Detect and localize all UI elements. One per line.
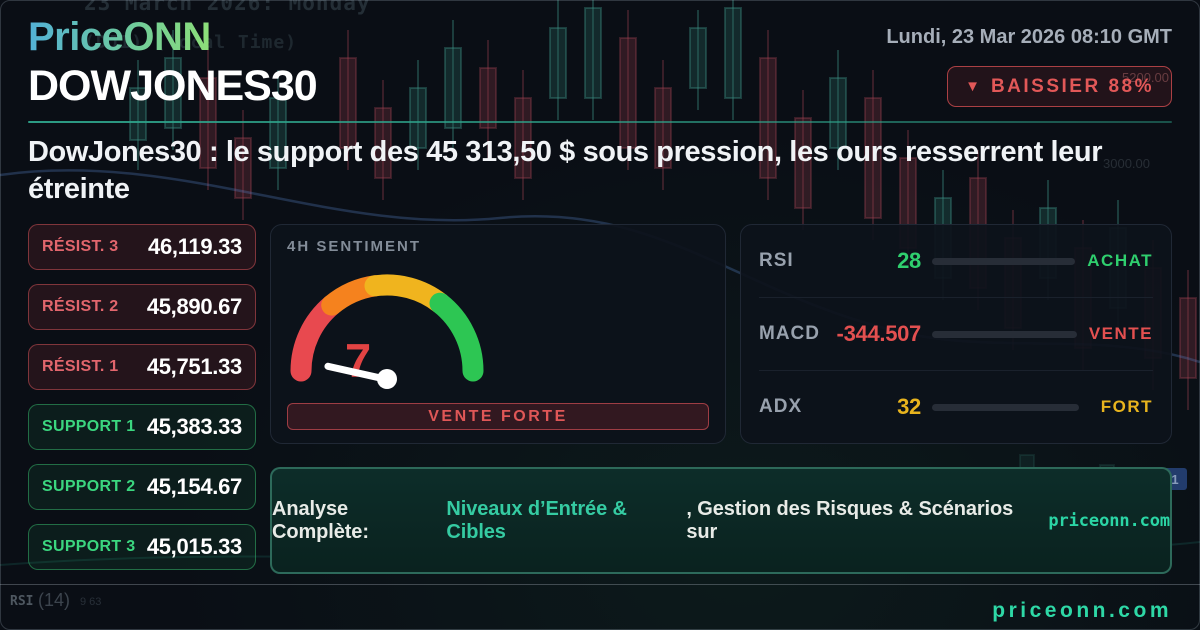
bg-rsi-values: 9 63 [80,596,102,608]
indicator-bar-track [932,257,1076,265]
sentiment-value: 7 [345,334,372,387]
sentiment-card: 4H SENTIMENT 7 VENTE FORTE [270,224,726,444]
gauge-arc [290,274,484,382]
symbol-title: DOWJONES30 [28,62,318,110]
cta-prefix: Analyse Complète: [272,497,369,543]
level-label: RÉSIST. 3 [42,238,119,255]
level-value: 46,119.33 [148,234,242,259]
indicator-value: 28 [897,248,921,273]
top-bar: PriceONN Lundi, 23 Mar 2026 08:10 GMT [28,13,1172,61]
cta-highlight: Niveaux d’Entrée & Cibles [446,497,627,543]
level-value: 45,383.33 [146,414,242,439]
cta-middle: , Gestion des Risques & Scénarios sur [686,497,1014,543]
resistance-2-chip: RÉSIST. 2 45,890.67 [28,284,256,330]
level-value: 45,015.33 [146,534,242,559]
down-triangle-icon: ▼ [965,78,980,95]
level-label: RÉSIST. 1 [42,358,119,375]
sentiment-signal-banner: VENTE FORTE [287,403,709,430]
levels-column: RÉSIST. 3 46,119.33 RÉSIST. 2 45,890.67 … [28,224,256,574]
indicator-name: MACD [759,323,820,344]
level-label: SUPPORT 1 [42,418,136,435]
brand-logo-price: Price [28,15,124,59]
bg-rsi-label: RSI [10,594,34,609]
level-label: RÉSIST. 2 [42,298,119,315]
indicator-row-rsi: RSI 28 ACHAT [759,225,1153,297]
bearish-badge[interactable]: ▼ BAISSIER 88% [947,66,1172,107]
brand-logo-onn: ONN [123,15,211,59]
level-value: 45,890.67 [146,294,242,319]
indicator-row-macd: MACD -344.507 VENTE [759,297,1153,370]
footer-divider [0,584,1200,585]
cta-site-link[interactable]: priceonn.com [1048,510,1171,531]
sentiment-title: 4H SENTIMENT [287,238,422,255]
bearish-badge-label: BAISSIER 88% [990,75,1154,97]
indicator-name: RSI [759,250,794,271]
level-label: SUPPORT 3 [42,538,136,555]
sentiment-gauge: 7 [287,255,709,403]
indicator-value: 32 [897,394,921,419]
resistance-1-chip: RÉSIST. 1 45,751.33 [28,344,256,390]
level-label: SUPPORT 2 [42,478,136,495]
gauge-hub [377,369,397,389]
headline: DowJones30 : le support des 45 313,50 $ … [28,136,1103,205]
support-1-chip: SUPPORT 1 45,383.33 [28,404,256,450]
bg-date-text: 23 March 2026: Monday [84,0,371,15]
support-3-chip: SUPPORT 3 45,015.33 [28,524,256,570]
datetime-label: Lundi, 23 Mar 2026 08:10 GMT [886,26,1172,48]
main-grid: RÉSIST. 3 46,119.33 RÉSIST. 2 45,890.67 … [28,224,1172,574]
footer-site-link[interactable]: priceonn.com [992,599,1172,622]
level-value: 45,751.33 [146,354,242,379]
indicator-bar-track [932,403,1079,411]
indicator-signal: FORT [1100,397,1153,416]
bg-price-label-top: 5200.00 [1122,70,1169,85]
cta-banner[interactable]: Analyse Complète: Niveaux d’Entrée & Cib… [270,467,1172,574]
center-column: 4H SENTIMENT 7 VENTE FORTE [270,224,1172,574]
support-2-chip: SUPPORT 2 45,154.67 [28,464,256,510]
cards-row: 4H SENTIMENT 7 VENTE FORTE [270,224,1172,444]
teal-divider [28,121,1172,123]
title-bar: DOWJONES30 ▼ BAISSIER 88% [28,62,1172,111]
brand-logo: PriceONN [28,13,211,61]
indicators-card: RSI 28 ACHAT MACD -344.507 VENTE ADX 32 [740,224,1172,444]
indicator-signal: ACHAT [1087,251,1153,270]
level-value: 45,154.67 [146,474,242,499]
bg-timezone-text: (DJI) (local Time) [84,32,298,53]
bg-price-label-mid: 3000.00 [1103,156,1150,171]
indicator-signal: VENTE [1088,324,1153,343]
resistance-3-chip: RÉSIST. 3 46,119.33 [28,224,256,270]
indicator-bar-track [932,330,1077,338]
indicator-name: ADX [759,396,803,417]
indicator-row-adx: ADX 32 FORT [759,370,1153,443]
indicator-value: -344.507 [836,321,922,346]
bg-rsi-period: (14) [38,590,71,610]
